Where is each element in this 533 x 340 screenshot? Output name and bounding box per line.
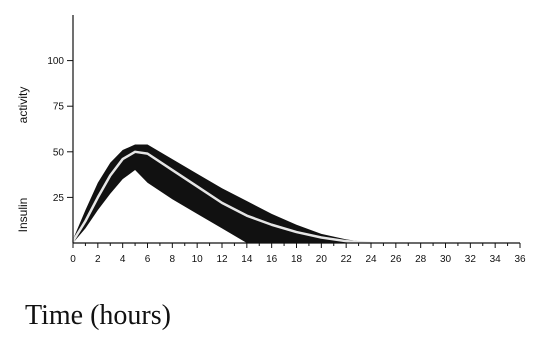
x-tick-label: 36 — [514, 254, 526, 265]
x-tick-label: 22 — [341, 254, 353, 265]
x-tick-label: 10 — [192, 254, 204, 265]
x-tick-label: 0 — [70, 254, 76, 265]
activity-range-band — [73, 144, 371, 243]
y-tick-label: 100 — [47, 56, 64, 67]
x-axis-label: Time (hours) — [25, 300, 171, 331]
x-tick-label: 12 — [216, 254, 228, 265]
y-tick-label: 75 — [53, 102, 65, 113]
y-tick-label: 50 — [53, 147, 65, 158]
y-axis-label-activity: activity — [16, 87, 30, 124]
x-tick-label: 26 — [390, 254, 402, 265]
x-tick-label: 14 — [241, 254, 253, 265]
x-tick-label: 6 — [145, 254, 151, 265]
plot-layer — [71, 144, 373, 245]
y-tick-label: 25 — [53, 193, 65, 204]
x-tick-label: 28 — [415, 254, 427, 265]
x-tick-label: 4 — [120, 254, 126, 265]
x-tick-label: 24 — [365, 254, 377, 265]
x-tick-label: 34 — [490, 254, 502, 265]
x-tick-label: 30 — [440, 254, 452, 265]
x-tick-label: 8 — [170, 254, 176, 265]
x-tick-label: 18 — [291, 254, 303, 265]
mean-activity-line — [71, 150, 373, 245]
x-tick-label: 32 — [465, 254, 477, 265]
x-tick-label: 16 — [266, 254, 278, 265]
x-tick-label: 2 — [95, 254, 101, 265]
x-tick-label: 20 — [316, 254, 328, 265]
y-axis-label-insulin: Insulin — [16, 198, 30, 233]
